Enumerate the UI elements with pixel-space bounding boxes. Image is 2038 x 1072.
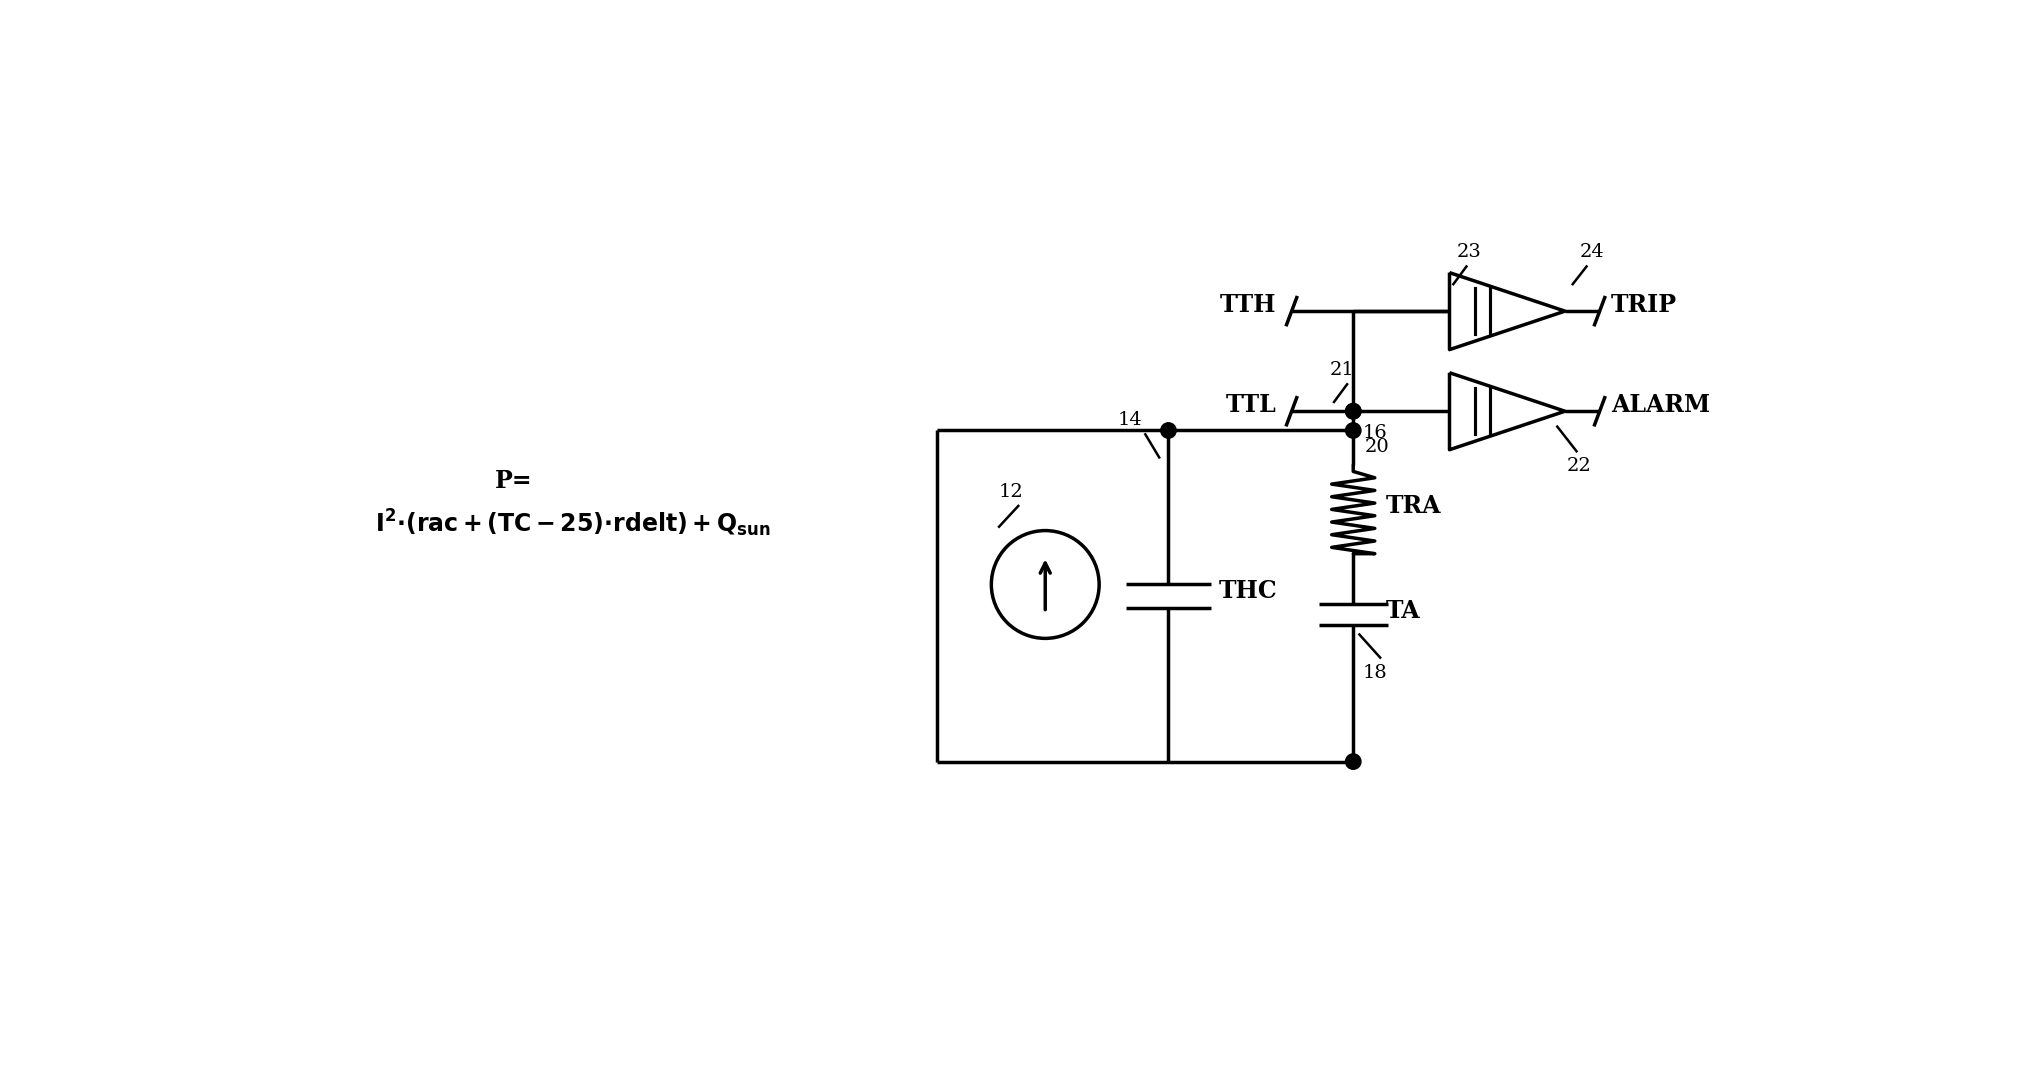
Text: TRIP: TRIP: [1612, 293, 1677, 317]
Circle shape: [1162, 422, 1176, 438]
Text: 12: 12: [999, 483, 1023, 502]
Text: $\mathbf{I^2}$$\mathbf{\bullet}$$\mathbf{(rac + (TC - 25)}$$\mathbf{\bullet}$$\m: $\mathbf{I^2}$$\mathbf{\bullet}$$\mathbf…: [375, 507, 770, 538]
Text: 24: 24: [1579, 243, 1604, 262]
Text: 21: 21: [1329, 361, 1353, 378]
Text: 14: 14: [1117, 411, 1143, 429]
Text: P=: P=: [495, 468, 532, 492]
Text: TTH: TTH: [1221, 293, 1276, 317]
Text: 16: 16: [1363, 425, 1388, 442]
Circle shape: [1345, 403, 1361, 419]
Text: ALARM: ALARM: [1612, 393, 1710, 417]
Circle shape: [1345, 422, 1361, 438]
Text: 18: 18: [1363, 664, 1388, 682]
Text: TA: TA: [1386, 598, 1420, 623]
Text: TTL: TTL: [1225, 393, 1276, 417]
Text: 22: 22: [1567, 458, 1592, 475]
Circle shape: [1345, 754, 1361, 770]
Text: 20: 20: [1365, 438, 1390, 457]
Circle shape: [1345, 403, 1361, 419]
Text: THC: THC: [1219, 579, 1278, 604]
Text: TRA: TRA: [1386, 493, 1441, 518]
Text: 23: 23: [1457, 243, 1482, 262]
